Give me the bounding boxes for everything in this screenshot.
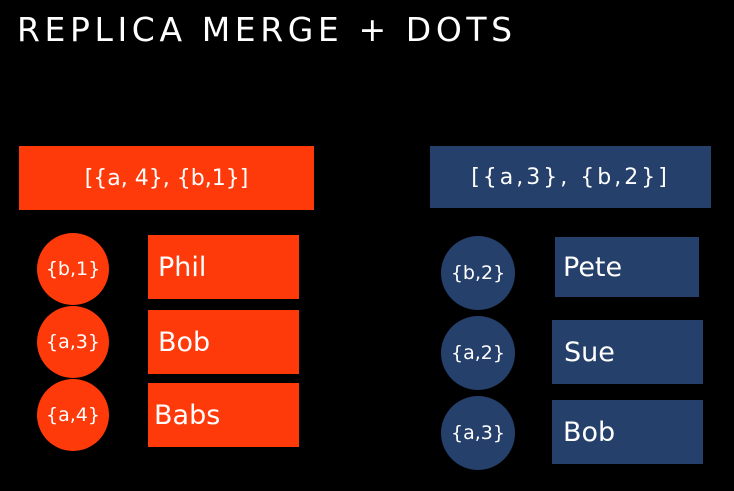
replica-b-dot-2: {a,2}: [441, 316, 515, 390]
replica-a-name-3: Babs: [148, 383, 299, 447]
replica-a-name-1: Phil: [148, 235, 299, 299]
replica-b-dot-3: {a,3}: [441, 396, 515, 470]
replica-a-version-vector: [{a, 4}, {b,1}]: [19, 146, 314, 210]
replica-a-dot-1: {b,1}: [37, 233, 109, 305]
replica-b-dot-1: {b,2}: [441, 236, 515, 310]
replica-a-dot-2: {a,3}: [37, 306, 109, 378]
slide-title: REPLICA MERGE + DOTS: [17, 10, 517, 49]
replica-a-name-2: Bob: [148, 310, 299, 374]
replica-b-version-vector: [{a,3}, {b,2}]: [430, 146, 711, 208]
replica-b-name-2: Sue: [552, 320, 703, 384]
replica-b-name-3: Bob: [552, 400, 703, 464]
replica-b-name-1: Pete: [555, 237, 699, 297]
replica-a-dot-3: {a,4}: [37, 379, 109, 451]
